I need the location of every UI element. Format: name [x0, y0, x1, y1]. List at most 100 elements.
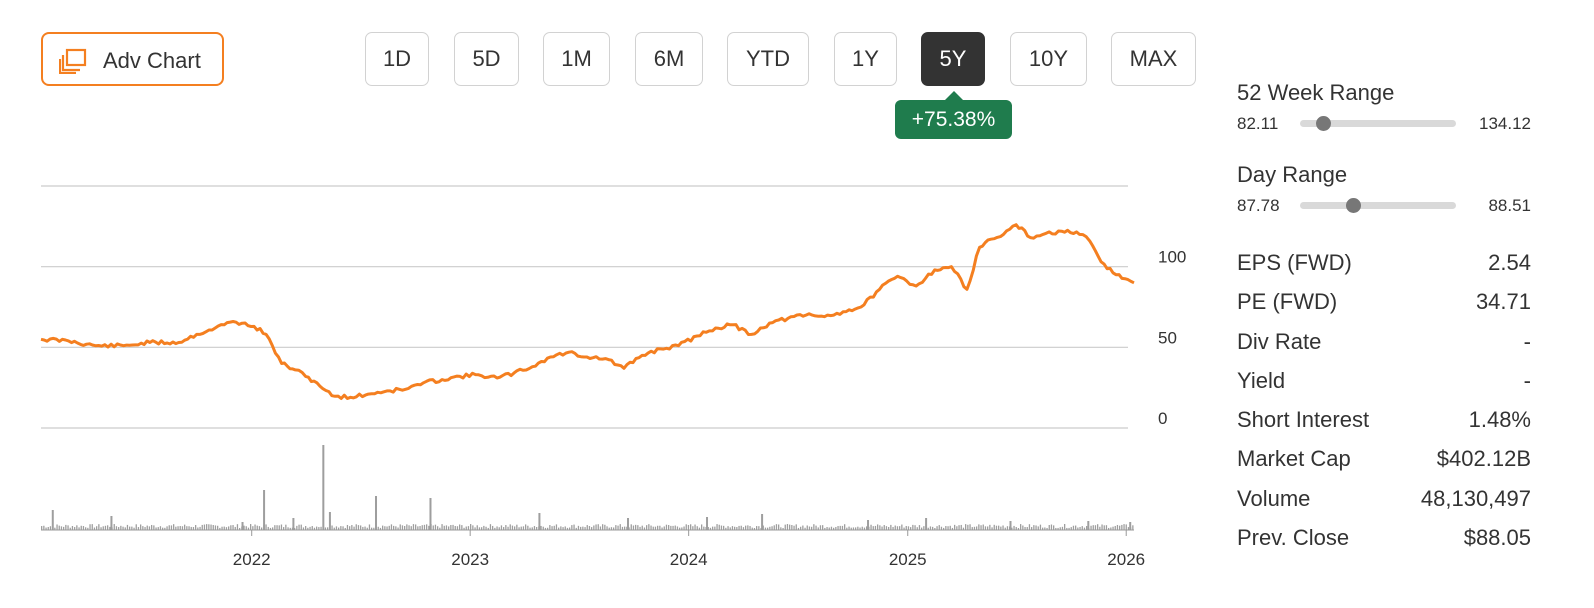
volume-bar — [773, 525, 775, 530]
range-button-1d[interactable]: 1D — [365, 32, 429, 86]
volume-bar — [573, 524, 575, 530]
volume-bar — [1110, 527, 1112, 530]
stat-value: $88.05 — [1463, 525, 1531, 551]
stat-row-volume: Volume 48,130,497 — [1237, 478, 1531, 517]
x-tick-label: 2025 — [889, 550, 927, 569]
volume-bar — [806, 525, 808, 530]
volume-bar — [967, 524, 969, 530]
volume-bar — [210, 524, 212, 530]
volume-bar — [1011, 527, 1013, 530]
volume-bar — [1033, 525, 1035, 530]
volume-bar — [1064, 524, 1066, 530]
volume-bar — [496, 526, 498, 530]
volume-bar — [340, 526, 342, 530]
volume-bar — [465, 526, 467, 530]
price-chart[interactable]: 0 50 100 2022 2023 2024 2025 2026 — [0, 0, 1200, 608]
volume-bar — [503, 527, 505, 530]
volume-bar — [177, 526, 179, 530]
volume-bar — [166, 526, 168, 530]
volume-bar — [364, 526, 366, 530]
range-button-max[interactable]: MAX — [1111, 32, 1196, 86]
volume-bar — [1061, 526, 1064, 530]
y-tick-label: 100 — [1158, 248, 1186, 267]
volume-bar — [476, 525, 478, 530]
volume-bar — [1068, 527, 1070, 530]
volume-bar — [564, 526, 566, 530]
volume-bar — [78, 527, 80, 530]
volume-bar — [107, 525, 109, 530]
volume-bar — [454, 525, 456, 530]
week52-range-high: 134.12 — [1479, 114, 1531, 133]
volume-bar — [144, 527, 146, 530]
volume-bar — [793, 525, 795, 530]
volume-bar — [450, 524, 452, 530]
range-button-5y[interactable]: 5Y — [921, 32, 985, 86]
volume-bar — [441, 524, 443, 530]
volume-bar — [412, 524, 415, 530]
volume-bar — [1112, 526, 1114, 530]
volume-bar — [485, 526, 487, 530]
range-button-1y[interactable]: 1Y — [834, 32, 897, 86]
volume-bar — [487, 527, 489, 530]
volume-bar — [419, 526, 421, 530]
range-button-1m[interactable]: 1M — [543, 32, 610, 86]
volume-bar — [822, 525, 824, 530]
volume-bar — [824, 527, 826, 530]
volume-bar — [382, 525, 384, 530]
stat-value: - — [1523, 328, 1531, 354]
volume-bar — [1000, 526, 1002, 530]
volume-bar — [110, 516, 113, 530]
range-button-6m[interactable]: 6M — [635, 32, 703, 86]
volume-bar — [863, 527, 866, 530]
volume-bar — [734, 526, 736, 530]
volume-bar — [1015, 527, 1017, 530]
stat-value: 2.54 — [1488, 250, 1531, 275]
volume-bar — [762, 525, 764, 530]
volume-bar — [164, 527, 166, 530]
range-button-10y[interactable]: 10Y — [1010, 32, 1087, 86]
volume-bar — [82, 526, 85, 530]
volume-bar — [718, 524, 720, 530]
volume-bar — [269, 527, 272, 530]
week52-range-track — [1300, 116, 1456, 131]
volume-bar — [903, 527, 905, 530]
volume-bar — [511, 525, 514, 530]
day-range: Day Range 87.78 88.51 — [1237, 160, 1531, 242]
volume-bar — [654, 526, 657, 530]
volume-bar — [597, 524, 599, 530]
volume-bar — [96, 526, 98, 530]
volume-bar — [256, 525, 258, 530]
range-button-ytd[interactable]: YTD — [727, 32, 809, 86]
volume-bar — [690, 524, 692, 530]
volume-bar — [540, 525, 542, 530]
volume-bar — [780, 527, 782, 530]
volume-bar — [861, 526, 863, 530]
volume-bar — [619, 524, 621, 530]
volume-bar — [676, 526, 679, 530]
volume-bar — [186, 526, 188, 530]
volume-bar — [593, 525, 595, 530]
volume-bar — [452, 524, 454, 530]
volume-bar — [89, 524, 91, 530]
volume-bar — [1046, 527, 1048, 530]
stat-row-short-interest: Short Interest 1.48% — [1237, 399, 1531, 438]
volume-bar — [1024, 527, 1026, 530]
volume-bar — [716, 524, 718, 530]
volume-bar — [357, 525, 360, 530]
volume-bar — [936, 526, 938, 530]
volume-bar — [109, 526, 111, 530]
stat-row-eps: EPS (FWD) 2.54 — [1237, 242, 1531, 281]
volume-bar — [1009, 521, 1012, 530]
volume-bar — [223, 526, 225, 530]
volume-bar — [679, 527, 681, 530]
range-button-5d[interactable]: 5D — [454, 32, 519, 86]
stat-label: Short Interest — [1237, 407, 1370, 433]
volume-bar — [828, 527, 830, 530]
volume-bar — [767, 527, 769, 530]
volume-bar — [518, 527, 520, 530]
volume-bar — [740, 525, 742, 530]
volume-bar — [146, 525, 148, 530]
adv-chart-button[interactable]: Adv Chart — [41, 32, 224, 86]
volume-bar — [1097, 524, 1099, 530]
volume-bar — [914, 525, 916, 530]
